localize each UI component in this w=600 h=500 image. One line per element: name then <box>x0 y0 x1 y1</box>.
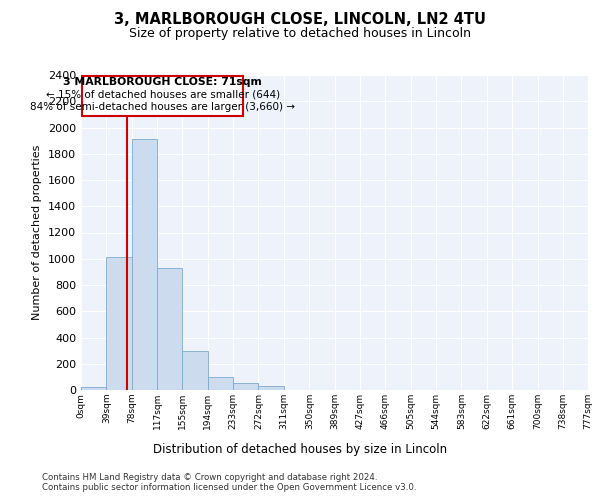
Bar <box>233 384 259 390</box>
Text: 84% of semi-detached houses are larger (3,660) →: 84% of semi-detached houses are larger (… <box>30 102 295 112</box>
Bar <box>106 258 132 390</box>
Bar <box>182 350 208 390</box>
Y-axis label: Number of detached properties: Number of detached properties <box>32 145 43 320</box>
Text: Distribution of detached houses by size in Lincoln: Distribution of detached houses by size … <box>153 442 447 456</box>
FancyBboxPatch shape <box>82 76 243 116</box>
Text: ← 15% of detached houses are smaller (644): ← 15% of detached houses are smaller (64… <box>46 90 280 100</box>
Bar <box>208 377 233 390</box>
Bar <box>259 386 284 390</box>
Bar <box>157 268 182 390</box>
Text: Contains public sector information licensed under the Open Government Licence v3: Contains public sector information licen… <box>42 484 416 492</box>
Bar <box>132 140 157 390</box>
Text: 3 MARLBOROUGH CLOSE: 71sqm: 3 MARLBOROUGH CLOSE: 71sqm <box>63 77 262 87</box>
Text: 3, MARLBOROUGH CLOSE, LINCOLN, LN2 4TU: 3, MARLBOROUGH CLOSE, LINCOLN, LN2 4TU <box>114 12 486 28</box>
Text: Size of property relative to detached houses in Lincoln: Size of property relative to detached ho… <box>129 28 471 40</box>
Text: Contains HM Land Registry data © Crown copyright and database right 2024.: Contains HM Land Registry data © Crown c… <box>42 472 377 482</box>
Bar <box>81 388 106 390</box>
